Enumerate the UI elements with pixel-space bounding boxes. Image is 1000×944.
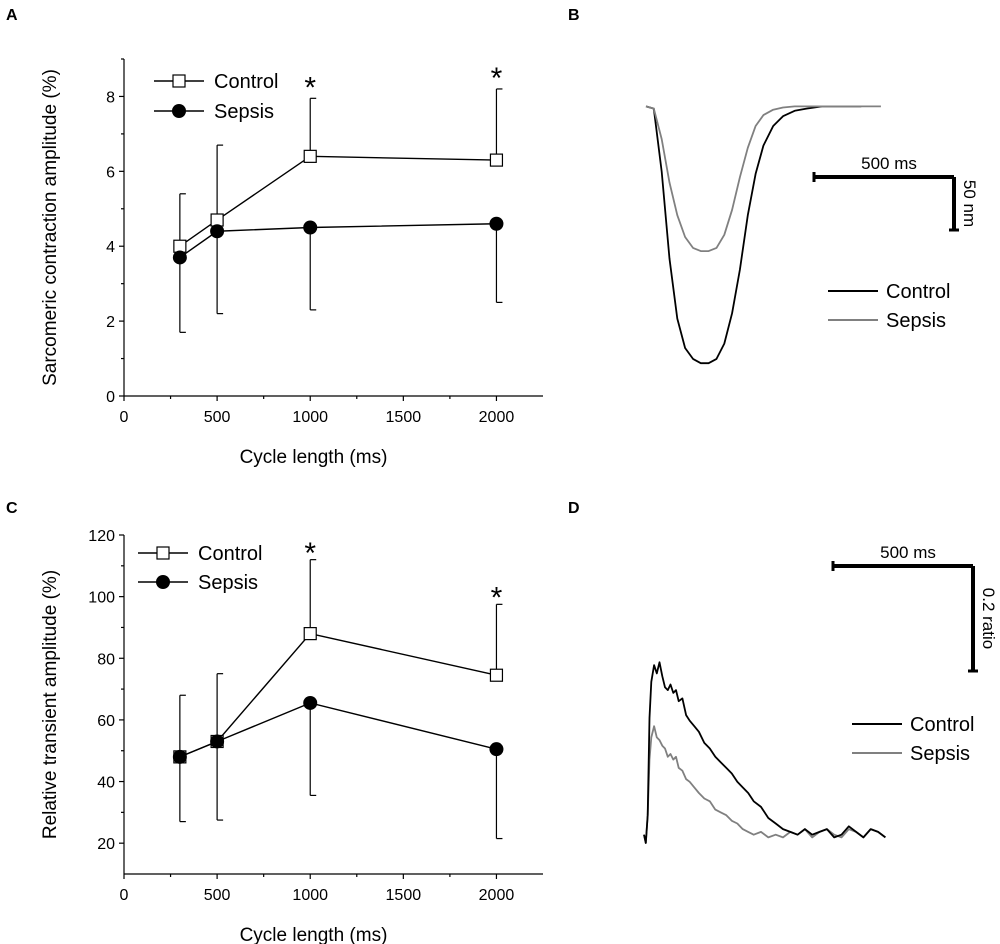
significance-marker: * [491, 582, 503, 615]
y-tick-label: 0 [106, 389, 115, 406]
x-axis-title: Cycle length (ms) [240, 447, 388, 468]
y-tick-label: 20 [97, 836, 115, 853]
data-point-control [489, 153, 504, 167]
scale-bar-amplitude-label: 50 nm [960, 180, 979, 227]
data-point-control [303, 149, 317, 163]
legend-marker-sepsis [172, 104, 186, 118]
data-point-control [489, 668, 504, 682]
data-point-sepsis [489, 742, 504, 757]
data-point-sepsis [489, 216, 504, 231]
x-tick-label: 1000 [292, 887, 328, 904]
legend-label-sepsis: Sepsis [910, 743, 970, 765]
trace-control [645, 105, 862, 365]
x-tick-label: 0 [120, 409, 129, 426]
legend-label-sepsis: Sepsis [198, 572, 258, 594]
panel-label-b: B [568, 7, 580, 24]
trace-panel-b: 500 ms 50 nm Control Sepsis [645, 105, 979, 365]
series-line-sepsis [179, 223, 497, 259]
chart-panel-c: 0 500 1000 1500 2000 20 40 60 80 100 120 Cycle leng… [40, 528, 543, 944]
x-axis-title: Cycle length (ms) [240, 925, 388, 944]
data-point-sepsis [172, 250, 187, 265]
data-point-sepsis [172, 749, 187, 764]
y-tick-label: 40 [97, 775, 115, 792]
series-line-control [179, 155, 497, 247]
x-tick-label: 1000 [292, 409, 328, 426]
x-tick-label: 1500 [386, 409, 422, 426]
legend-marker-control [172, 74, 186, 88]
significance-marker: * [304, 71, 316, 104]
y-tick-label: 120 [88, 528, 115, 545]
y-tick-label: 80 [97, 651, 115, 668]
x-tick-label: 500 [204, 887, 231, 904]
y-axis-title: Relative transient amplitude (%) [40, 570, 61, 839]
y-axis-title: Sarcomeric contraction amplitude (%) [40, 69, 61, 386]
trace-panel-d: 500 ms 0.2 ratio Control Sepsis [643, 543, 998, 844]
significance-marker: * [304, 537, 316, 570]
y-tick-label: 4 [106, 239, 115, 256]
x-tick-label: 2000 [479, 409, 515, 426]
trace-control [643, 661, 886, 844]
x-tick-label: 0 [120, 887, 129, 904]
legend-label-control: Control [910, 714, 974, 736]
data-point-sepsis [210, 224, 225, 239]
data-point-sepsis [210, 734, 225, 749]
y-tick-label: 100 [88, 590, 115, 607]
legend-label-sepsis: Sepsis [214, 101, 274, 123]
scale-bar-time-label: 500 ms [861, 154, 917, 173]
series-line-control [179, 632, 497, 758]
chart-panel-a: 0 500 1000 1500 2000 0 2 4 6 8 Cycle length (ms) Sa… [40, 58, 543, 468]
scale-bar-amplitude-label: 0.2 ratio [979, 588, 998, 649]
legend-marker-sepsis [156, 575, 170, 589]
legend-marker-control [156, 546, 170, 560]
x-tick-label: 1500 [386, 887, 422, 904]
y-tick-label: 6 [106, 164, 115, 181]
legend-label-control: Control [198, 543, 262, 565]
data-point-sepsis [303, 695, 318, 710]
panel-label-c: C [6, 500, 18, 517]
legend-label-sepsis: Sepsis [886, 310, 946, 332]
panel-label-a: A [6, 7, 18, 24]
x-tick-label: 2000 [479, 887, 515, 904]
legend-label-control: Control [214, 71, 278, 93]
data-point-sepsis [303, 220, 318, 235]
data-point-control [210, 213, 224, 227]
trace-sepsis [643, 725, 886, 844]
y-tick-label: 8 [106, 89, 115, 106]
data-point-control [173, 239, 187, 253]
y-tick-label: 2 [106, 314, 115, 331]
panel-label-d: D [568, 500, 580, 517]
series-line-sepsis [179, 702, 497, 758]
legend-label-control: Control [886, 281, 950, 303]
x-tick-label: 500 [204, 409, 231, 426]
significance-marker: * [491, 62, 503, 95]
trace-sepsis [645, 105, 881, 253]
data-point-control [303, 627, 317, 641]
y-tick-label: 60 [97, 713, 115, 730]
scale-bar-time-label: 500 ms [880, 543, 936, 562]
